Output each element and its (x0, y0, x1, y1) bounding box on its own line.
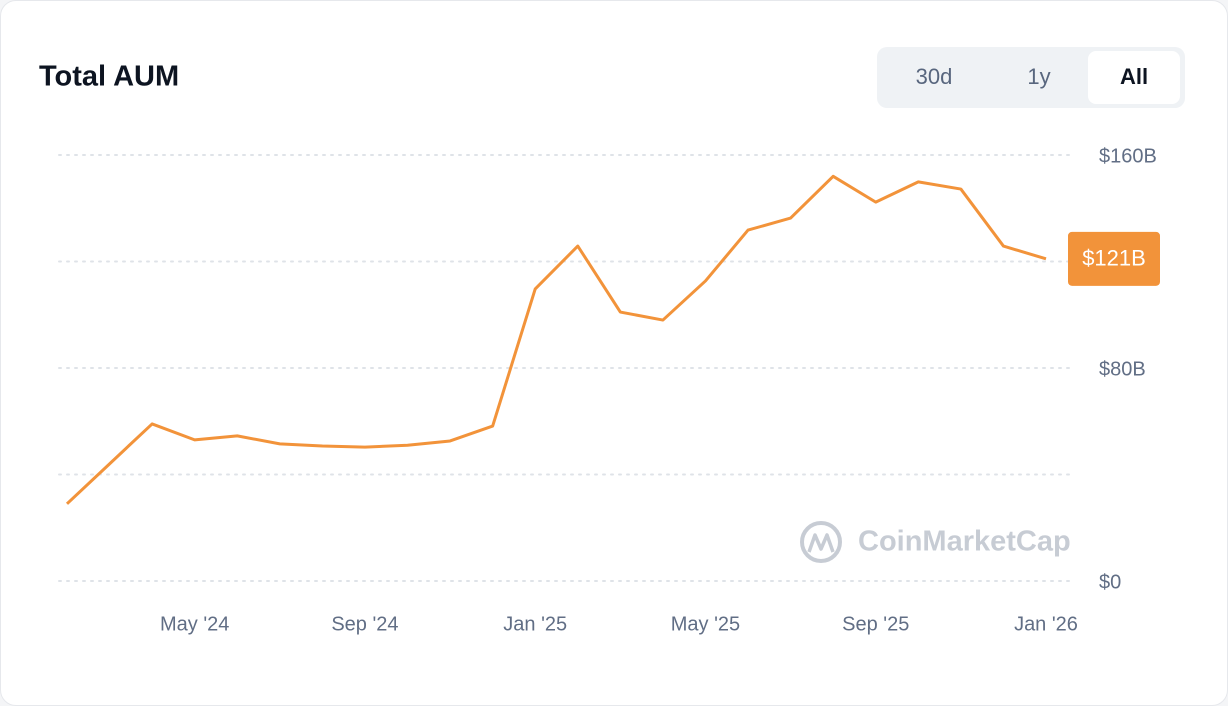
watermark-text: CoinMarketCap (858, 526, 1071, 558)
series-line (65, 174, 1047, 505)
value-label: $121B (1082, 246, 1146, 271)
chart-title: Total AUM (39, 61, 179, 93)
range-button[interactable]: All (1120, 64, 1148, 89)
range-button-active[interactable] (1088, 51, 1180, 104)
x-tick-label: Sep '25 (842, 613, 909, 635)
x-tick-label: May '25 (671, 613, 740, 635)
y-tick-label: $160B (1099, 145, 1157, 167)
y-tick-label: $80B (1099, 358, 1146, 380)
range-button[interactable]: 1y (1027, 64, 1050, 89)
range-button[interactable]: 30d (916, 64, 953, 89)
x-tick-label: Sep '24 (331, 613, 398, 635)
x-tick-label: May '24 (160, 613, 229, 635)
x-tick-label: Jan '25 (503, 613, 567, 635)
watermark-logo (807, 533, 835, 553)
x-tick-label: Jan '26 (1014, 613, 1078, 635)
value-label-box (1068, 231, 1160, 286)
y-tick-label: $0 (1099, 571, 1121, 593)
watermark: CoinMarketCap (800, 521, 1071, 563)
watermark-logo (800, 521, 842, 563)
